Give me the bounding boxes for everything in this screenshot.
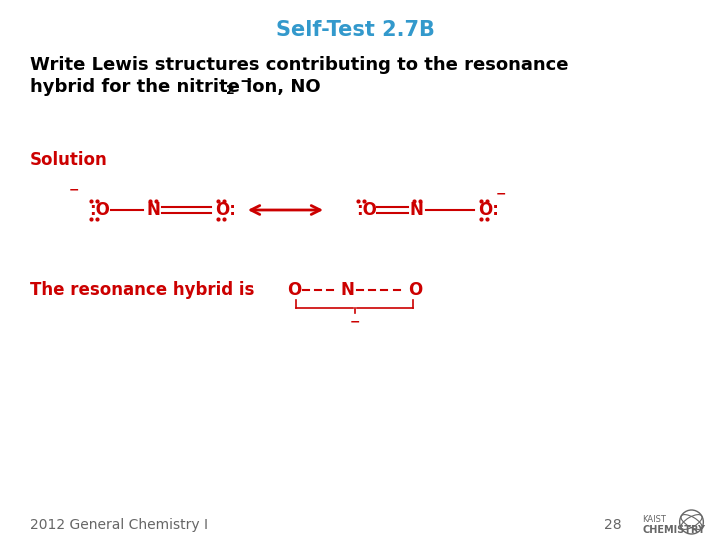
- Text: N: N: [146, 201, 160, 219]
- Text: O:: O:: [478, 201, 499, 219]
- Text: Write Lewis structures contributing to the resonance: Write Lewis structures contributing to t…: [30, 56, 568, 74]
- Text: :O: :O: [356, 201, 377, 219]
- Text: N: N: [341, 281, 355, 299]
- Text: N: N: [410, 201, 424, 219]
- Text: 2012 General Chemistry I: 2012 General Chemistry I: [30, 518, 207, 532]
- Text: $\mathbf{2}$: $\mathbf{2}$: [225, 84, 235, 98]
- Text: The resonance hybrid is: The resonance hybrid is: [30, 281, 254, 299]
- Text: O: O: [287, 281, 302, 299]
- Text: −: −: [69, 184, 79, 197]
- Text: Self-Test 2.7B: Self-Test 2.7B: [276, 20, 435, 40]
- Text: 28: 28: [603, 518, 621, 532]
- Text: O:: O:: [215, 201, 236, 219]
- Text: CHEMISTRY: CHEMISTRY: [642, 525, 705, 535]
- Text: KAIST: KAIST: [642, 516, 666, 524]
- Text: −: −: [349, 315, 360, 328]
- Text: $\mathbf{-}$: $\mathbf{-}$: [239, 72, 252, 87]
- Text: −: −: [495, 187, 506, 200]
- Text: hybrid for the nitrite ion, NO: hybrid for the nitrite ion, NO: [30, 78, 320, 96]
- Text: O: O: [408, 281, 422, 299]
- Text: Solution: Solution: [30, 151, 107, 169]
- Text: :O: :O: [89, 201, 109, 219]
